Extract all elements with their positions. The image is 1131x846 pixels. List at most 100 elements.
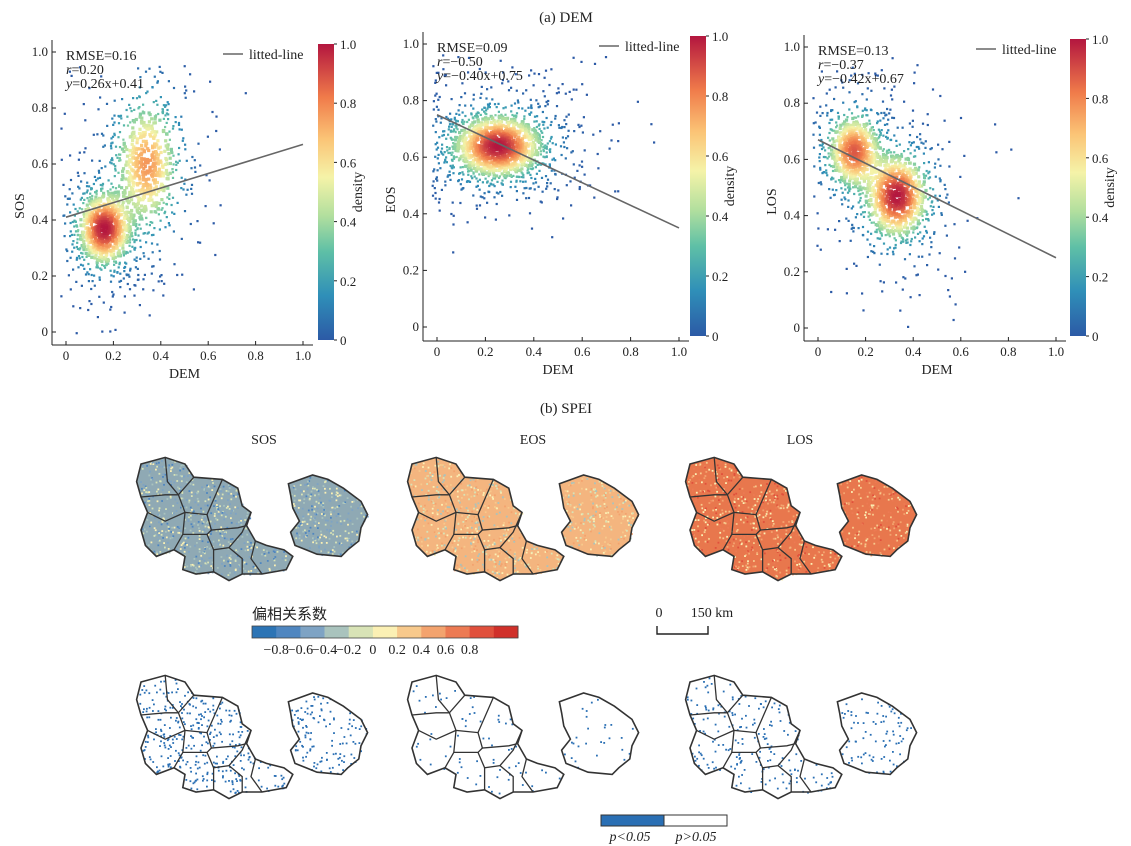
scatter-point: [129, 191, 133, 195]
scatter-point: [510, 110, 513, 113]
scatter-point: [882, 208, 886, 212]
scatter-point: [466, 120, 469, 124]
scatter-point: [452, 138, 455, 141]
scatter-point: [162, 171, 166, 175]
scatter-point: [145, 169, 150, 173]
scatter-point: [159, 170, 163, 174]
x-tick-label: 0.4: [153, 348, 170, 363]
scatter-point: [826, 114, 829, 117]
scatter-point: [119, 153, 122, 156]
scatter-point: [865, 190, 869, 194]
scatter-point: [107, 179, 110, 182]
scatter-point: [68, 197, 71, 200]
scatter-point: [473, 120, 477, 124]
scatter-point: [183, 65, 186, 68]
scatter-point: [899, 241, 903, 245]
scatter-point: [544, 146, 547, 150]
scatter-point: [449, 178, 452, 181]
scatter-point: [878, 130, 882, 133]
scatter-point: [448, 146, 451, 150]
scatter-point: [174, 121, 177, 124]
scatter-point: [119, 279, 123, 282]
scatter-point: [462, 122, 465, 126]
scatter-point: [451, 201, 454, 204]
scatter-point: [461, 82, 464, 85]
scatter-point: [467, 180, 471, 183]
scatter-point: [866, 87, 869, 90]
scatter-point: [877, 191, 881, 195]
scatter-point: [903, 216, 907, 220]
scatter-point: [887, 129, 890, 132]
scatter-point: [125, 108, 128, 112]
scatter-point: [818, 126, 821, 129]
scatter-point: [865, 109, 868, 112]
scatter-point: [944, 274, 947, 278]
scatter-point: [137, 273, 140, 277]
scatter-point: [515, 190, 518, 193]
scatter-point: [541, 190, 544, 193]
scatter-point: [910, 237, 913, 241]
scatter-point: [857, 227, 860, 230]
scatter-point: [458, 113, 461, 116]
scatter-point: [911, 125, 914, 128]
scatter-point: [959, 116, 963, 120]
scatter-point: [924, 174, 928, 177]
scatter-point: [167, 222, 170, 225]
scatter-point: [490, 86, 493, 89]
scatter-point: [910, 182, 914, 186]
scatter-point: [123, 189, 127, 193]
scatter-point: [945, 234, 948, 237]
scatter-point: [152, 161, 156, 165]
scatter-point: [183, 182, 186, 185]
scatter-point: [129, 250, 132, 253]
scatter-point: [135, 189, 139, 193]
scatter-point: [493, 177, 497, 180]
scatter-point: [848, 130, 852, 134]
scatter-point: [215, 129, 218, 133]
scatter-point: [859, 154, 863, 159]
scatter-point: [138, 86, 141, 89]
scatter-point: [439, 167, 442, 170]
scatter-point: [835, 189, 838, 192]
scatter-point: [158, 258, 162, 261]
scatter-point: [937, 205, 940, 208]
scatter-point: [171, 127, 175, 130]
scatter-point: [851, 116, 855, 121]
scatter-point: [66, 197, 69, 200]
scatter-point: [534, 166, 537, 169]
scatter-point: [903, 223, 908, 227]
scatter-point: [883, 111, 886, 114]
scatter-point: [828, 139, 831, 142]
scatter-point: [122, 232, 126, 236]
scatter-point: [474, 132, 478, 137]
scatter-point: [872, 221, 875, 224]
scatter-point: [818, 156, 821, 159]
scatter-point: [583, 149, 586, 152]
scatter-point: [522, 173, 525, 177]
scatter-point: [898, 143, 901, 146]
scatter-point: [83, 258, 86, 261]
scatter-point: [480, 140, 484, 144]
scatter-point: [852, 226, 855, 230]
scatter-point: [549, 182, 552, 185]
scatter-point: [851, 171, 855, 175]
colorbar-tick-label: 0.4: [340, 215, 357, 230]
scatter-point: [861, 154, 865, 158]
scatter-point: [535, 125, 538, 129]
scatter-point: [912, 225, 916, 229]
scatter-point: [153, 115, 157, 119]
scatter-point: [464, 114, 467, 118]
scatter-point: [530, 153, 534, 158]
scatter-point: [77, 158, 80, 161]
scatter-point: [106, 200, 110, 204]
scatter-point: [1017, 197, 1020, 200]
scatter-point: [110, 194, 114, 198]
scatter-point: [135, 238, 138, 242]
scatter-point: [547, 99, 550, 103]
scatter-point: [454, 148, 458, 153]
scatter-point: [887, 224, 892, 228]
scatter-point: [915, 274, 918, 277]
scatter-point: [819, 114, 822, 117]
scatter-point: [902, 174, 906, 178]
scatter-point: [171, 168, 174, 171]
